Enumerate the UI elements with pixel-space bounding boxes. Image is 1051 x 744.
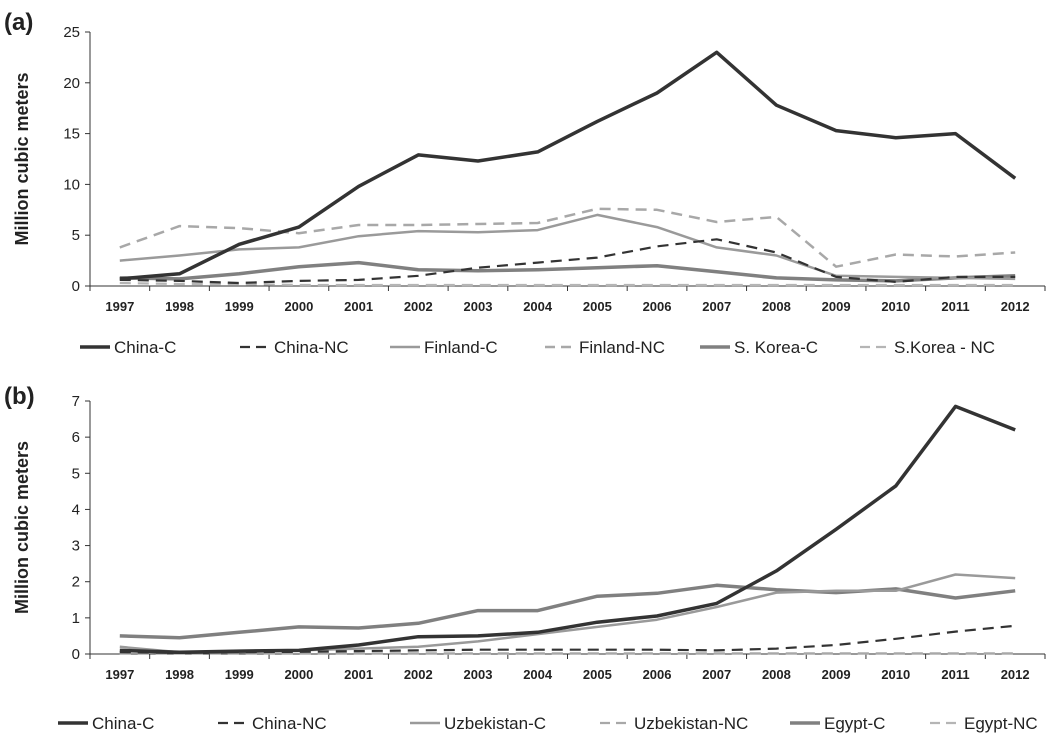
y-tick-label: 0 bbox=[72, 646, 80, 663]
x-tick-label: 2012 bbox=[1001, 299, 1030, 314]
y-tick-label: 3 bbox=[72, 538, 80, 555]
y-tick-label: 7 bbox=[72, 393, 80, 410]
legend-item: China-C bbox=[58, 714, 154, 733]
x-tick-label: 1997 bbox=[105, 667, 134, 682]
legend-label: Finland-C bbox=[424, 338, 498, 357]
legend-item: S. Korea-C bbox=[700, 338, 818, 357]
y-tick-label: 15 bbox=[63, 126, 80, 143]
chart-panel-a: (a) Million cubic meters 0 5 10 15 20 25 1997 199… bbox=[4, 9, 1046, 357]
legend-item: Egypt-C bbox=[790, 714, 885, 733]
legend-item: China-C bbox=[80, 338, 176, 357]
series-line-s-korea-nc bbox=[119, 281, 1016, 287]
legend-item: Uzbekistan-NC bbox=[600, 714, 748, 733]
legend-label: Egypt-NC bbox=[964, 714, 1038, 733]
legend-label: China-C bbox=[114, 338, 176, 357]
x-tick-label: 1998 bbox=[165, 667, 194, 682]
x-tick-label: 2003 bbox=[464, 667, 493, 682]
x-tick-label: 2002 bbox=[404, 299, 433, 314]
x-tick-label: 2006 bbox=[643, 299, 672, 314]
x-tick-label: 2012 bbox=[1001, 667, 1030, 682]
x-tick-label: 2007 bbox=[702, 299, 731, 314]
legend-label: China-NC bbox=[252, 714, 327, 733]
x-tick-label: 1998 bbox=[165, 299, 194, 314]
legend-item: Finland-NC bbox=[545, 338, 665, 357]
x-tick-label: 2009 bbox=[822, 299, 851, 314]
x-tick-label: 1999 bbox=[225, 667, 254, 682]
series-line-china-c bbox=[119, 50, 1017, 281]
x-tick-label: 2002 bbox=[404, 667, 433, 682]
y-tick-label: 10 bbox=[63, 176, 80, 193]
series-line-s-korea-c bbox=[119, 260, 1016, 283]
legend-label: China-C bbox=[92, 714, 154, 733]
y-tick-label: 2 bbox=[72, 574, 80, 591]
y-tick-label: 0 bbox=[72, 278, 80, 295]
y-tick-label: 20 bbox=[63, 75, 80, 92]
x-tick-label: 2000 bbox=[284, 667, 313, 682]
legend-item: Finland-C bbox=[390, 338, 498, 357]
x-tick-label: 2000 bbox=[284, 299, 313, 314]
legend-item: S.Korea - NC bbox=[860, 338, 995, 357]
x-tick-label: 2010 bbox=[881, 667, 910, 682]
legend-label: S.Korea - NC bbox=[894, 338, 995, 357]
legend-label: Uzbekistan-C bbox=[444, 714, 546, 733]
y-tick-label: 4 bbox=[72, 501, 80, 518]
panel-label: (a) bbox=[4, 9, 33, 36]
y-tick-label: 5 bbox=[72, 465, 80, 482]
x-tick-label: 2009 bbox=[822, 667, 851, 682]
x-tick-label: 2011 bbox=[941, 299, 969, 314]
x-tick-label: 2003 bbox=[464, 299, 493, 314]
panel-label: (b) bbox=[4, 383, 35, 410]
legend-item: China-NC bbox=[218, 714, 327, 733]
legend-label: China-NC bbox=[274, 338, 349, 357]
series-line-finland-c bbox=[119, 213, 1016, 281]
legend-label: S. Korea-C bbox=[734, 338, 818, 357]
y-axis-label: Million cubic meters bbox=[12, 441, 32, 614]
chart-panel-b: (b) Million cubic meters 0 1 2 3 4 5 6 7 1997 1998 1… bbox=[4, 383, 1046, 733]
legend-item: China-NC bbox=[240, 338, 349, 357]
x-tick-label: 2004 bbox=[523, 299, 553, 314]
series-line-finland-nc bbox=[119, 207, 1016, 268]
legend-item: Uzbekistan-C bbox=[410, 714, 546, 733]
x-tick-label: 2007 bbox=[702, 667, 731, 682]
x-tick-label: 2008 bbox=[762, 667, 791, 682]
y-tick-label: 1 bbox=[72, 610, 80, 627]
legend: China-C China-NC Uzbekistan-C Uzbekistan-NC… bbox=[58, 714, 1038, 733]
series-line-china-c bbox=[119, 404, 1016, 654]
x-tick-label: 2006 bbox=[643, 667, 672, 682]
legend-label: Uzbekistan-NC bbox=[634, 714, 748, 733]
y-tick-label: 6 bbox=[72, 429, 80, 446]
x-tick-label: 2001 bbox=[344, 299, 373, 314]
legend: China-C China-NC Finland-C Finland-NC S. Kor… bbox=[80, 338, 995, 357]
x-tick-label: 2001 bbox=[344, 667, 373, 682]
x-tick-label: 2010 bbox=[881, 299, 910, 314]
y-axis-label: Million cubic meters bbox=[12, 72, 32, 245]
legend-label: Finland-NC bbox=[579, 338, 665, 357]
x-tick-label: 2005 bbox=[583, 667, 612, 682]
legend-item: Egypt-NC bbox=[930, 714, 1038, 733]
x-tick-label: 1999 bbox=[225, 299, 254, 314]
series-line-china-nc bbox=[119, 238, 1016, 285]
x-tick-label: 2004 bbox=[523, 667, 553, 682]
x-tick-label: 2008 bbox=[762, 299, 791, 314]
legend-label: Egypt-C bbox=[824, 714, 885, 733]
x-tick-label: 2005 bbox=[583, 299, 612, 314]
x-tick-label: 1997 bbox=[105, 299, 134, 314]
y-tick-label: 25 bbox=[63, 24, 80, 41]
x-tick-label: 2011 bbox=[941, 667, 969, 682]
y-tick-label: 5 bbox=[72, 227, 80, 244]
